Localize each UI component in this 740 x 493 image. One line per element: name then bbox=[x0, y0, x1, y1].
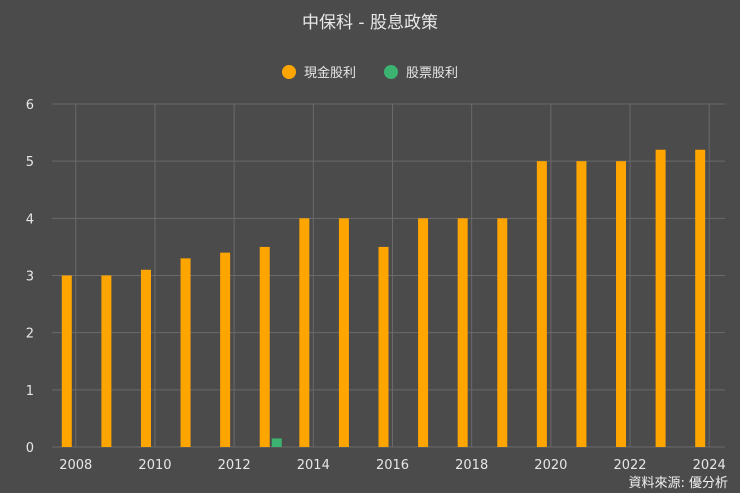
bar-stock-dividend bbox=[271, 438, 282, 447]
bar-cash-dividend bbox=[497, 218, 508, 447]
legend-item-stock[interactable]: 股票股利 bbox=[384, 62, 458, 81]
bar-cash-dividend bbox=[457, 218, 468, 447]
y-tick-label: 5 bbox=[26, 155, 34, 170]
bar-cash-dividend bbox=[140, 269, 151, 447]
bar-cash-dividend bbox=[655, 149, 666, 447]
x-tick-label: 2022 bbox=[613, 458, 646, 473]
y-tick-label: 4 bbox=[26, 212, 34, 227]
bar-cash-dividend bbox=[101, 275, 112, 447]
bar-cash-dividend bbox=[536, 161, 547, 447]
bar-cash-dividend bbox=[61, 275, 72, 447]
x-tick-label: 2014 bbox=[297, 458, 330, 473]
y-tick-label: 2 bbox=[26, 327, 34, 342]
bar-cash-dividend bbox=[576, 161, 587, 447]
x-tick-label: 2010 bbox=[138, 458, 171, 473]
bar-cash-dividend bbox=[338, 218, 349, 447]
legend-label-cash: 現金股利 bbox=[303, 66, 356, 81]
legend-label-stock: 股票股利 bbox=[406, 66, 459, 81]
y-tick-label: 3 bbox=[26, 270, 34, 285]
bar-cash-dividend bbox=[259, 246, 270, 447]
y-tick-label: 0 bbox=[26, 441, 34, 456]
legend: 現金股利 股票股利 bbox=[0, 62, 740, 81]
x-tick-label: 2024 bbox=[693, 458, 726, 473]
y-tick-label: 6 bbox=[26, 98, 34, 113]
source-label: 資料來源: 優分析 bbox=[628, 476, 728, 491]
bar-cash-dividend bbox=[695, 149, 706, 447]
x-tick-label: 2008 bbox=[59, 458, 92, 473]
bar-cash-dividend bbox=[180, 258, 191, 447]
y-tick-label: 1 bbox=[26, 384, 34, 399]
chart-title: 中保科 - 股息政策 bbox=[302, 13, 438, 33]
x-tick-label: 2016 bbox=[376, 458, 409, 473]
x-tick-label: 2020 bbox=[534, 458, 567, 473]
bar-cash-dividend bbox=[299, 218, 310, 447]
legend-swatch-cash bbox=[281, 64, 296, 79]
bar-cash-dividend bbox=[378, 246, 389, 447]
legend-item-cash[interactable]: 現金股利 bbox=[281, 62, 356, 81]
bar-cash-dividend bbox=[220, 252, 231, 447]
x-tick-label: 2012 bbox=[218, 458, 251, 473]
legend-swatch-stock bbox=[384, 64, 398, 79]
x-tick-label: 2018 bbox=[455, 458, 488, 473]
bar-cash-dividend bbox=[418, 218, 429, 447]
bar-cash-dividend bbox=[616, 161, 627, 447]
